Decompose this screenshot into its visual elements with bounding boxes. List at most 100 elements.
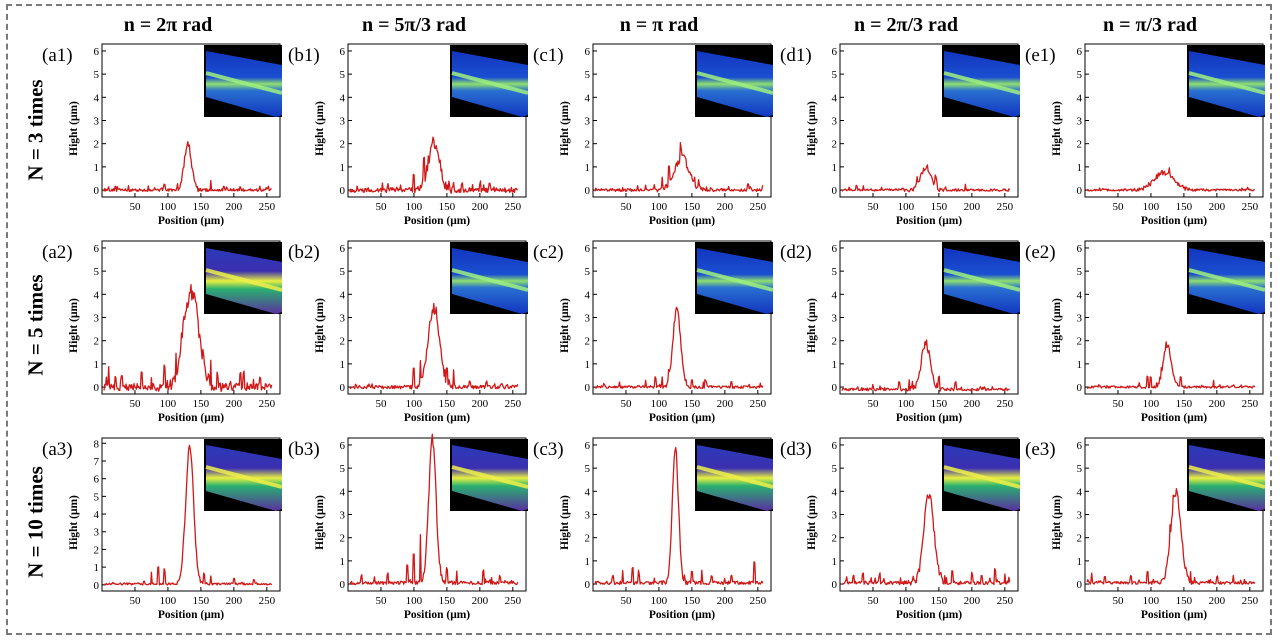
y-axis-title: Hight (μm) — [806, 101, 818, 156]
panel-label: (a1) — [42, 45, 73, 66]
panel-label: (c2) — [533, 242, 564, 263]
y-axis-title: Hight (μm) — [806, 298, 818, 353]
x-tick-label: 100 — [898, 398, 915, 410]
x-tick-label: 50 — [375, 201, 387, 213]
chart-panel-a3: (a3) 0 1 2 3 4 5 6 7 8 50 100 150 200 250 Position (μm)… — [42, 437, 283, 621]
column-header-c: n = π rad — [619, 14, 699, 36]
x-axis-title: Position (μm) — [158, 215, 224, 227]
x-tick-label: 250 — [750, 398, 767, 410]
x-tick-label: 200 — [226, 201, 243, 213]
x-tick-label: 50 — [1112, 398, 1124, 410]
height-profile-line — [349, 433, 519, 586]
x-axis-title: Position (μm) — [404, 609, 470, 621]
x-tick-label: 200 — [472, 398, 489, 410]
y-tick-label: 0 — [340, 382, 346, 394]
x-axis-title: Position (μm) — [1141, 609, 1207, 621]
x-tick-label: 100 — [406, 201, 423, 213]
y-tick-label: 4 — [832, 486, 838, 498]
x-tick-label: 200 — [717, 398, 734, 410]
chart-panel-c1: (c1) 0 1 2 3 4 5 6 50 100 150 200 250 Position (μm) Hi… — [533, 43, 774, 227]
y-tick-label: 5 — [340, 463, 346, 475]
chart-panel-e2: (e2) 0 1 2 3 4 5 6 50 100 150 200 250 Position (μm) Hi… — [1025, 240, 1266, 424]
y-tick-label: 1 — [340, 359, 346, 371]
y-tick-label: 6 — [832, 46, 838, 58]
y-tick-label: 1 — [585, 162, 591, 174]
y-tick-label: 3 — [832, 116, 838, 128]
panel-label: (e3) — [1025, 439, 1056, 460]
x-tick-label: 150 — [193, 398, 210, 410]
x-tick-label: 50 — [1112, 595, 1124, 607]
y-tick-label: 1 — [832, 556, 838, 568]
x-tick-label: 200 — [1209, 595, 1226, 607]
y-tick-label: 3 — [94, 116, 100, 128]
inset-track-stripe — [943, 268, 1021, 292]
y-axis-title: Hight (μm) — [1051, 101, 1063, 156]
x-tick-label: 50 — [129, 201, 141, 213]
column-header-e: n = π/3 rad — [1102, 14, 1198, 36]
x-tick-label: 200 — [226, 398, 243, 410]
y-tick-label: 2 — [340, 139, 346, 151]
y-axis-title: Hight (μm) — [559, 298, 571, 353]
height-profile-line — [594, 142, 764, 193]
y-tick-label: 5 — [585, 463, 591, 475]
x-axis-title: Position (μm) — [404, 412, 470, 424]
x-tick-label: 50 — [867, 595, 879, 607]
x-tick-label: 100 — [651, 398, 668, 410]
x-tick-label: 150 — [684, 595, 701, 607]
y-tick-label: 0 — [1077, 382, 1083, 394]
inset-track-stripe — [451, 268, 529, 292]
chart-panel-a1: (a1) 0 1 2 3 4 5 6 50 100 150 200 250 Position (μm) Hi… — [42, 43, 283, 227]
y-axis-title: Hight (μm) — [68, 298, 80, 353]
chart-panel-e1: (e1) 0 1 2 3 4 5 6 50 100 150 200 250 Position (μm) Hi… — [1025, 43, 1266, 227]
y-tick-label: 5 — [340, 266, 346, 278]
y-axis-title: Hight (μm) — [68, 495, 80, 550]
y-tick-label: 2 — [1077, 533, 1083, 545]
y-tick-label: 6 — [340, 46, 346, 58]
y-tick-label: 5 — [832, 69, 838, 81]
y-axis-title: Hight (μm) — [314, 495, 326, 550]
x-tick-label: 200 — [717, 201, 734, 213]
x-tick-label: 200 — [472, 595, 489, 607]
y-tick-label: 1 — [94, 562, 100, 574]
inset-track-stripe — [1188, 465, 1266, 489]
inset-track-stripe — [943, 465, 1021, 489]
x-tick-label: 150 — [1176, 595, 1193, 607]
inset-track-stripe — [696, 71, 774, 95]
x-tick-label: 250 — [750, 201, 767, 213]
y-tick-label: 0 — [340, 185, 346, 197]
y-axis-title: Hight (μm) — [559, 101, 571, 156]
x-tick-label: 100 — [1143, 398, 1160, 410]
x-axis-title: Position (μm) — [896, 412, 962, 424]
chart-panel-b1: (b1) 0 1 2 3 4 5 6 50 100 150 200 250 Position (μm) Hi… — [288, 43, 529, 227]
y-tick-label: 0 — [1077, 185, 1083, 197]
y-tick-label: 6 — [94, 474, 100, 486]
height-profile-line — [1086, 341, 1256, 389]
y-tick-label: 0 — [832, 579, 838, 591]
x-tick-label: 200 — [472, 201, 489, 213]
chart-panel-b3: (b3) 0 1 2 3 4 5 6 50 100 150 200 250 Position (μm) Hi… — [288, 433, 529, 621]
figure-frame — [6, 4, 1272, 635]
x-tick-label: 50 — [867, 398, 879, 410]
x-axis-title: Position (μm) — [649, 609, 715, 621]
chart-panel-d1: (d1) 0 1 2 3 4 5 6 50 100 150 200 250 Position (μm) Hi… — [780, 43, 1021, 227]
inset-track-stripe — [451, 71, 529, 95]
x-tick-label: 200 — [226, 595, 243, 607]
x-axis-title: Position (μm) — [158, 412, 224, 424]
y-tick-label: 3 — [1077, 116, 1083, 128]
y-tick-label: 3 — [340, 510, 346, 522]
x-tick-label: 150 — [193, 201, 210, 213]
y-axis-title: Hight (μm) — [68, 101, 80, 156]
y-tick-label: 1 — [1077, 556, 1083, 568]
y-tick-label: 6 — [832, 243, 838, 255]
x-tick-label: 100 — [160, 201, 177, 213]
y-tick-label: 3 — [585, 116, 591, 128]
inset-track-stripe — [205, 268, 283, 292]
y-tick-label: 2 — [340, 336, 346, 348]
y-axis-title: Hight (μm) — [314, 298, 326, 353]
panel-label: (e1) — [1025, 45, 1056, 66]
inset-track-stripe — [1188, 71, 1266, 95]
x-tick-label: 100 — [651, 595, 668, 607]
x-tick-label: 50 — [620, 595, 632, 607]
y-tick-label: 5 — [94, 491, 100, 503]
inset-track-stripe — [696, 465, 774, 489]
